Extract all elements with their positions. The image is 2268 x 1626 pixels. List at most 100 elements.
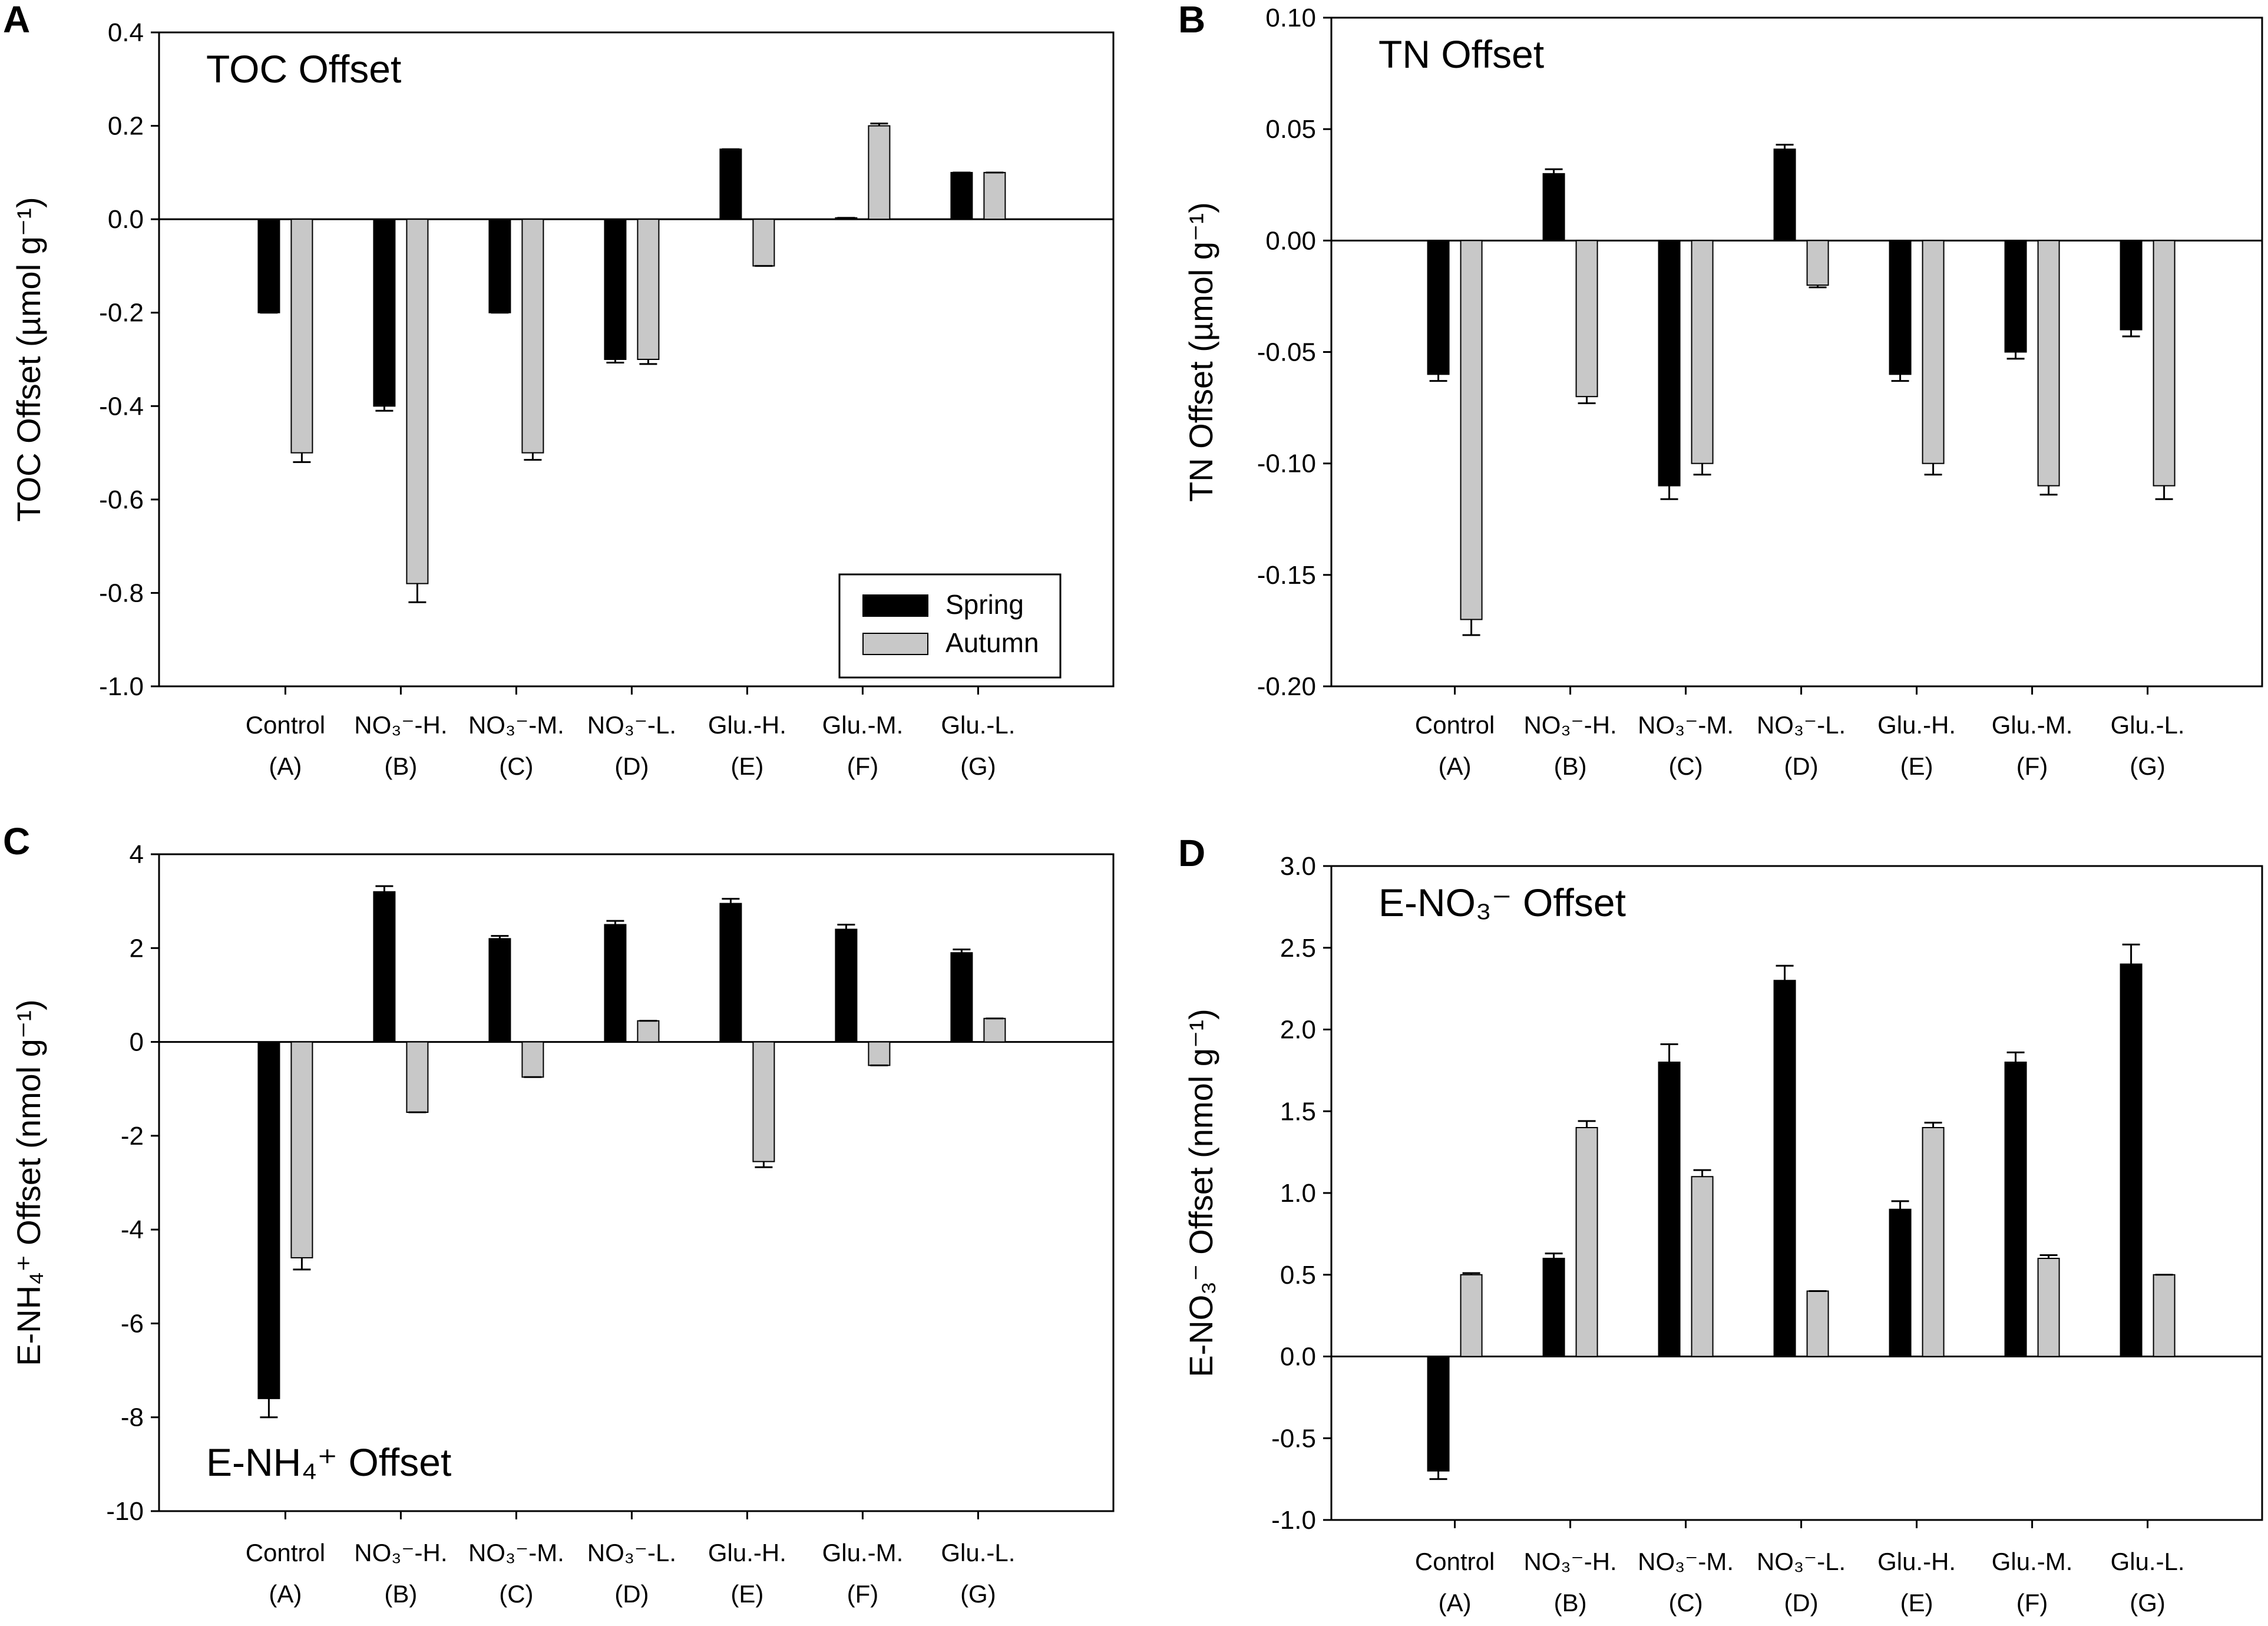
chart-panel-b: 0.10 0.05 0.00 -0.05 -0.10 -0.15 -0.20 Control (… (1178, 0, 2263, 780)
autumn-bar (406, 219, 429, 584)
x-category-label: NO₃⁻-L. (1757, 711, 1846, 739)
x-category-label: Glu.-M. (822, 1539, 904, 1566)
spring-bar (1889, 1208, 1912, 1357)
spring-bar (373, 219, 396, 407)
x-category-label: NO₃⁻-L. (587, 1539, 676, 1566)
chart-panel-c: 4 2 0 -2 -4 -6 -8 -10 Control (A) NO₃⁻-H. (B) NO₃⁻-M… (3, 820, 1115, 1608)
autumn-bar (2153, 240, 2176, 487)
x-category-code: (E) (1900, 1589, 1933, 1617)
legend-swatch-autumn (862, 633, 928, 655)
x-category-label: NO₃⁻-H. (1523, 1548, 1616, 1575)
x-category-code: (B) (384, 1580, 417, 1608)
x-category-code: (E) (1900, 752, 1933, 780)
x-category-label: NO₃⁻-M. (1638, 711, 1734, 739)
legend: Spring Autumn (838, 573, 1062, 679)
x-category-code: (G) (960, 1580, 996, 1608)
legend-label-autumn: Autumn (945, 627, 1039, 658)
spring-bar (604, 219, 627, 360)
spring-bar (719, 148, 742, 220)
spring-bar (2004, 1062, 2027, 1357)
spring-bar (1427, 1356, 1450, 1472)
x-category-label: Control (1415, 1548, 1495, 1575)
legend-swatch-spring (862, 594, 928, 617)
legend-box (838, 573, 1062, 679)
x-category-label: Glu.-H. (708, 711, 786, 739)
x-category-label: Control (246, 1539, 325, 1566)
y-tick-label: 0.2 (108, 112, 144, 141)
panel-letter: C (3, 820, 30, 862)
y-tick-label: -0.4 (99, 392, 144, 421)
x-category-code: (G) (960, 752, 996, 780)
y-tick-label: -0.20 (1257, 672, 1316, 701)
x-category-code: (D) (1784, 1589, 1818, 1617)
x-category-code: (B) (1554, 752, 1587, 780)
autumn-bar (406, 1041, 429, 1113)
panel-title: E-NO₃⁻ Offset (1378, 881, 1626, 924)
y-tick-label: 0.0 (1280, 1343, 1316, 1371)
y-tick-label: -0.05 (1257, 338, 1316, 367)
y-axis-label: TOC Offset (µmol g⁻¹) (10, 197, 47, 521)
x-category-code: (F) (2016, 752, 2048, 780)
spring-bar (373, 891, 396, 1043)
autumn-bar (1922, 1127, 1945, 1357)
x-category-label: Glu.-L. (941, 711, 1015, 739)
x-category-code: (C) (1668, 752, 1702, 780)
autumn-bar (637, 1020, 660, 1043)
y-tick-label: -4 (121, 1215, 144, 1244)
x-category-label: NO₃⁻-H. (354, 1539, 447, 1566)
y-tick-label: 0 (130, 1028, 144, 1057)
y-tick-label: 1.0 (1280, 1179, 1316, 1208)
x-category-code: (F) (847, 752, 879, 780)
y-tick-label: 0.00 (1265, 226, 1316, 255)
autumn-bar (290, 219, 313, 454)
x-category-label: Glu.-H. (1877, 711, 1956, 739)
x-category-code: (F) (847, 1580, 879, 1608)
autumn-bar (983, 1017, 1006, 1043)
panel-title: TN Offset (1378, 32, 1544, 76)
x-category-label: NO₃⁻-L. (587, 711, 676, 739)
autumn-bar (1806, 240, 1829, 286)
autumn-bar (1460, 1274, 1483, 1357)
autumn-bar (1575, 240, 1598, 398)
autumn-bar (2153, 1274, 2176, 1357)
chart-panel-d: 3.0 2.5 2.0 1.5 1.0 0.5 0.0 -0.5 -1.0 Control (A) N… (1178, 832, 2263, 1617)
x-category-label: Glu.-L. (2111, 1548, 2185, 1575)
x-category-code: (C) (499, 1580, 533, 1608)
y-tick-label: -0.10 (1257, 450, 1316, 478)
y-tick-label: -0.6 (99, 485, 144, 514)
x-category-code: (G) (2130, 752, 2165, 780)
legend-label-spring: Spring (945, 589, 1024, 620)
autumn-bar (2037, 1258, 2060, 1357)
spring-bar (2004, 240, 2027, 353)
spring-bar (1773, 148, 1796, 242)
x-category-code: (D) (614, 752, 649, 780)
x-category-label: Control (1415, 711, 1495, 739)
x-category-code: (F) (2016, 1589, 2048, 1617)
y-tick-label: 4 (130, 840, 144, 869)
spring-bar (1889, 240, 1912, 375)
x-category-label: NO₃⁻-H. (1523, 711, 1616, 739)
spring-bar (488, 938, 511, 1043)
autumn-bar (983, 171, 1006, 220)
x-category-label: Glu.-M. (822, 711, 904, 739)
x-category-code: (A) (269, 1580, 302, 1608)
x-category-label: NO₃⁻-M. (468, 1539, 564, 1566)
spring-bar (257, 1041, 280, 1399)
spring-bar (1658, 1062, 1681, 1357)
autumn-bar (2037, 240, 2060, 487)
x-category-code: (A) (269, 752, 302, 780)
autumn-bar (1922, 240, 1945, 464)
spring-bar (2120, 240, 2143, 331)
x-category-label: NO₃⁻-L. (1757, 1548, 1846, 1575)
y-tick-label: -2 (121, 1122, 144, 1151)
y-tick-label: -1.0 (1271, 1506, 1316, 1535)
x-category-label: NO₃⁻-H. (354, 711, 447, 739)
x-category-code: (C) (499, 752, 533, 780)
x-category-label: NO₃⁻-M. (468, 711, 564, 739)
autumn-bar (637, 219, 660, 360)
x-category-label: Control (246, 711, 325, 739)
y-tick-label: 3.0 (1280, 852, 1316, 881)
x-category-code: (A) (1439, 1589, 1472, 1617)
autumn-bar (1691, 240, 1714, 464)
y-tick-label: 0.10 (1265, 4, 1316, 32)
